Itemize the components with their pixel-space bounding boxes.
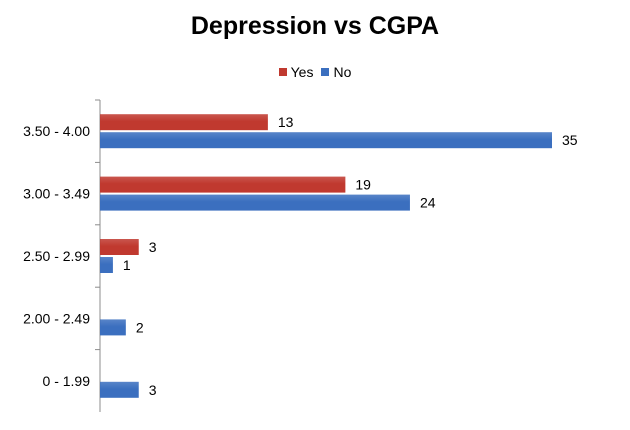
y-tick-label: 3.00 - 3.49 (23, 186, 90, 202)
data-label-no: 3 (149, 382, 157, 398)
y-tick-label: 2.50 - 2.99 (23, 248, 90, 264)
legend-entry-no: No (321, 64, 351, 80)
data-label-yes: 3 (149, 239, 157, 255)
bar-yes (100, 176, 346, 193)
y-tick-label: 2.00 - 2.49 (23, 310, 90, 326)
bar-no (100, 194, 410, 211)
bar-no (100, 132, 552, 149)
legend-swatch-no (321, 68, 330, 76)
bar-no (100, 319, 126, 336)
data-label-no: 24 (420, 195, 436, 211)
bar-yes (100, 239, 139, 255)
legend-label-yes: Yes (290, 64, 314, 80)
bar-no (100, 257, 113, 273)
y-tick-label: 3.50 - 4.00 (23, 123, 90, 139)
bar-yes (100, 114, 268, 131)
legend-swatch-yes (278, 68, 287, 76)
data-label-yes: 13 (278, 114, 294, 130)
data-label-yes: 19 (355, 177, 371, 193)
data-label-no: 35 (562, 132, 578, 148)
data-label-no: 1 (123, 257, 131, 273)
legend: Yes No (0, 64, 630, 80)
bar-no (100, 381, 139, 398)
y-tick-label: 0 - 1.99 (43, 373, 91, 389)
chart-title: Depression vs CGPA (190, 12, 440, 40)
legend-label-no: No (333, 64, 352, 80)
data-label-no: 2 (136, 319, 144, 335)
legend-entry-yes: Yes (278, 64, 314, 80)
